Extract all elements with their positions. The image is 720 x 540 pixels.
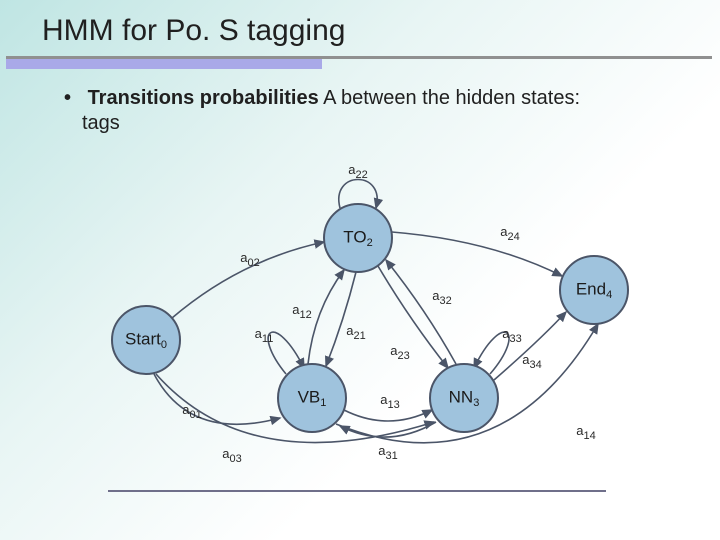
bullet-line2: tags [64, 112, 120, 134]
edge-label-a24: a24 [500, 224, 519, 243]
edge-label-a33: a33 [502, 326, 521, 345]
bullet-item: • Transitions probabilities A between th… [64, 86, 680, 136]
edge-label-a14: a14 [576, 423, 595, 442]
edge-label-a12: a12 [292, 302, 311, 321]
edge-label-a31: a31 [378, 443, 397, 462]
figure-divider [108, 490, 606, 492]
edge-label-a21: a21 [346, 323, 365, 342]
edge-label-a22: a22 [348, 162, 367, 181]
hmm-diagram: a01a02a03a11a12a13a14a21a22a23a24a31a32a… [100, 160, 640, 480]
edge-label-a03: a03 [222, 446, 241, 465]
bullet-rest: A between the hidden states: [319, 87, 580, 109]
edge-label-a11: a11 [255, 326, 274, 345]
edge-a01 [154, 374, 280, 424]
edge-a24 [392, 232, 562, 276]
bullet-marker: • [64, 86, 82, 111]
slide-title: HMM for Po. S tagging [42, 14, 345, 48]
edge-label-a34: a34 [522, 352, 541, 371]
title-underline-purple [6, 59, 322, 69]
bullet-bold: Transitions probabilities [88, 87, 319, 109]
edge-a23 [378, 266, 448, 368]
edge-a02 [172, 242, 324, 318]
edge-label-a23: a23 [390, 343, 409, 362]
edge-a13 [344, 410, 432, 421]
edge-a21 [326, 272, 356, 366]
edge-label-a02: a02 [240, 250, 259, 269]
slide: HMM for Po. S tagging • Transitions prob… [0, 0, 720, 540]
edge-label-a32: a32 [432, 288, 451, 307]
edge-a12 [308, 270, 344, 364]
edge-label-a13: a13 [380, 392, 399, 411]
node-label-start: Start0 [125, 329, 167, 350]
